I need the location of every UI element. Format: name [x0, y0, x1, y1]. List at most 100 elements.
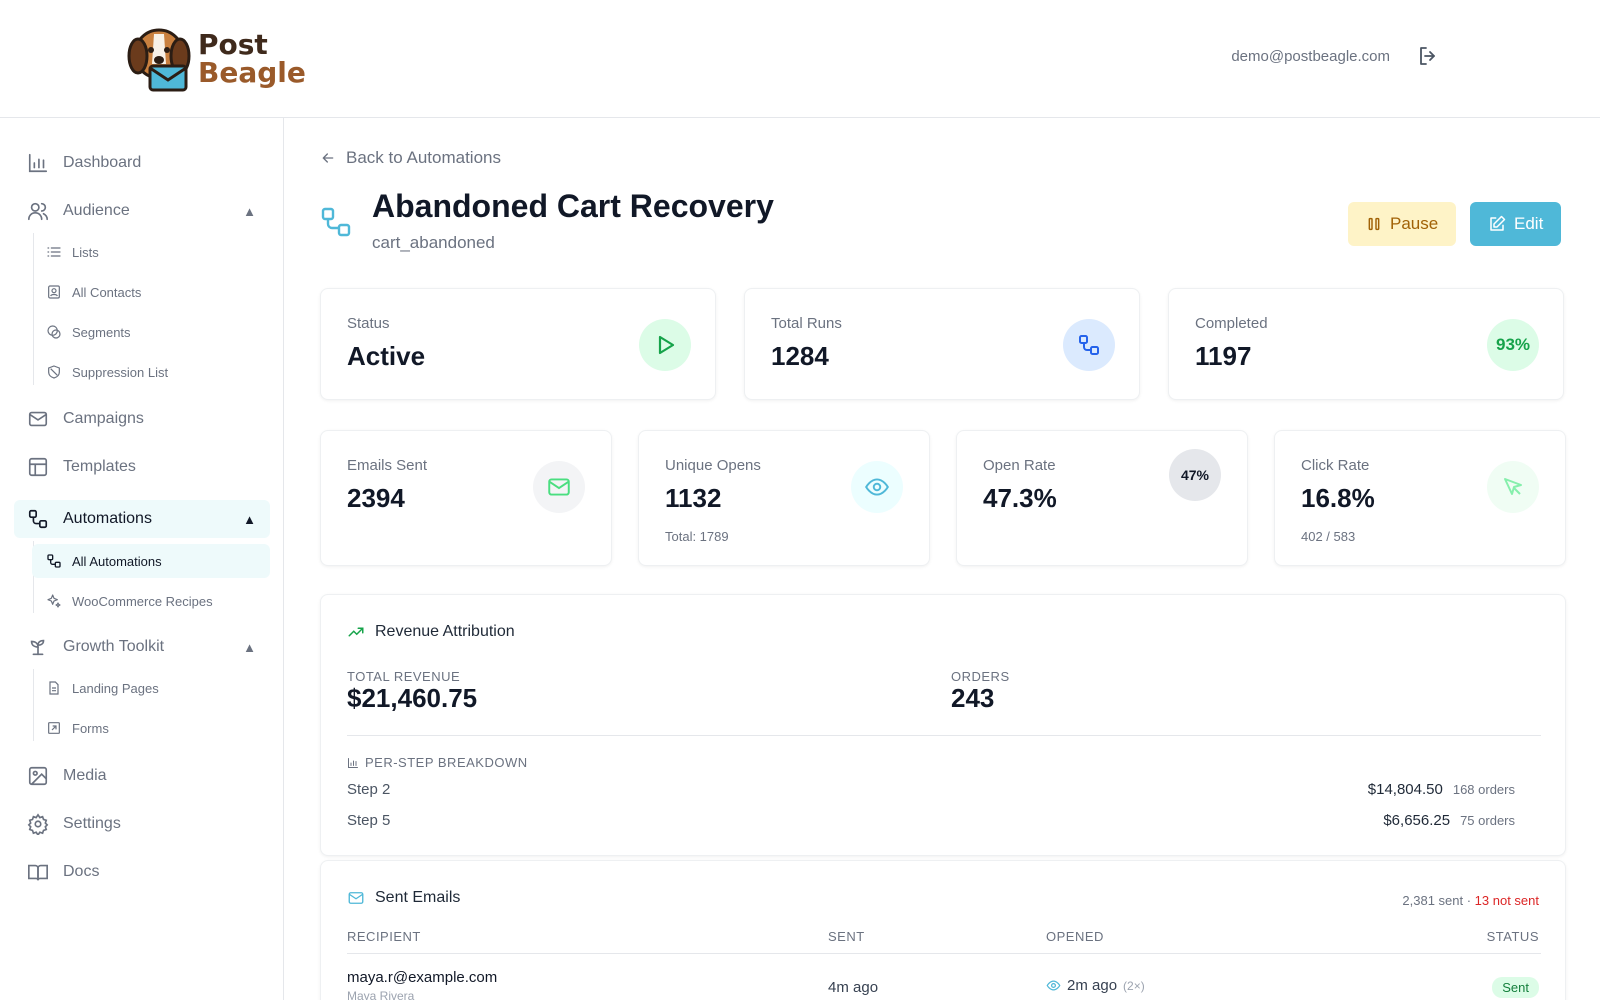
stat-label: Completed: [1195, 315, 1268, 332]
logout-icon[interactable]: [1416, 44, 1440, 68]
stat-value: 1197: [1195, 341, 1252, 371]
user-area: demo@postbeagle.com: [1231, 44, 1440, 68]
bar-chart-icon: [348, 757, 358, 768]
sent-emails-card: Sent Emails 2,381 sent · 13 not sent REC…: [320, 860, 1566, 1000]
caret-up-icon[interactable]: ▲: [243, 511, 256, 527]
sent-emails-title-label: Sent Emails: [375, 889, 461, 906]
recipient-email: maya.r@example.com: [347, 969, 498, 986]
total-revenue-value: $21,460.75: [347, 683, 478, 713]
column-header-recipient[interactable]: RECIPIENT: [347, 929, 421, 944]
column-header-sent[interactable]: SENT: [828, 929, 865, 944]
sidebar-subitem-all-contacts[interactable]: All Contacts: [32, 275, 270, 309]
sidebar-item-audience[interactable]: Audience ▲: [14, 192, 270, 230]
step-orders: 168 orders: [1452, 782, 1515, 797]
pause-button[interactable]: Pause: [1348, 202, 1457, 246]
orders-value: 243: [951, 683, 995, 713]
pause-label: Pause: [1390, 214, 1439, 233]
sidebar-sublabel: Suppression List: [72, 364, 169, 380]
stat-label: Open Rate: [983, 457, 1056, 474]
status-badge: Sent: [1492, 977, 1539, 998]
revenue-title-label: Revenue Attribution: [375, 623, 515, 640]
stat-card-open-rate: Open Rate 47.3% 47%: [956, 430, 1248, 566]
sidebar-subitem-woocommerce-recipes[interactable]: WooCommerce Recipes: [32, 584, 270, 618]
list-icon: [46, 244, 62, 260]
sidebar-item-automations[interactable]: Automations ▲: [14, 500, 270, 538]
sidebar-sublabel: All Automations: [72, 553, 162, 569]
not-sent-count: 13 not sent: [1474, 893, 1539, 908]
completion-percent-badge: 93%: [1487, 319, 1539, 371]
opened-cell: 2m ago (2×): [1046, 977, 1145, 994]
sidebar-subitem-all-automations[interactable]: All Automations: [32, 544, 270, 578]
stat-card-click-rate: Click Rate 16.8% 402 / 583: [1274, 430, 1566, 566]
back-label: Back to Automations: [346, 148, 501, 167]
edit-icon: [1490, 215, 1506, 231]
step-name: Step 2: [347, 781, 391, 798]
column-header-opened[interactable]: OPENED: [1046, 929, 1104, 944]
sidebar-label: Settings: [63, 815, 121, 832]
per-step-label: PER-STEP BREAKDOWN: [365, 755, 528, 770]
stat-value: 2394: [347, 483, 405, 513]
automation-trigger: cart_abandoned: [372, 233, 495, 252]
caret-up-icon[interactable]: ▲: [243, 639, 256, 655]
arrow-left-icon: [322, 153, 334, 163]
revenue-title: Revenue Attribution: [347, 623, 515, 641]
bar-chart-icon: [27, 152, 49, 174]
sprout-icon: [27, 636, 49, 658]
trending-up-icon: [348, 627, 364, 637]
back-to-automations-link[interactable]: Back to Automations: [320, 148, 501, 168]
sent-count: 2,381 sent: [1402, 893, 1464, 908]
workflow-icon: [27, 508, 49, 530]
sidebar-label: Audience: [63, 202, 130, 219]
sent-emails-title: Sent Emails: [347, 889, 460, 907]
sidebar-subitem-forms[interactable]: Forms: [32, 711, 270, 745]
stat-value: 47.3%: [983, 483, 1057, 513]
workflow-icon: [46, 553, 62, 569]
opened-count: (2×): [1123, 978, 1145, 993]
page-header: Abandoned Cart Recovery cart_abandoned: [320, 188, 774, 253]
segments-icon: [46, 324, 62, 340]
sidebar-sublabel: All Contacts: [72, 284, 142, 300]
mail-icon: [348, 892, 364, 904]
mail-icon: [27, 408, 49, 430]
sidebar-subitem-suppression-list[interactable]: Suppression List: [32, 355, 270, 389]
stat-label: Click Rate: [1301, 457, 1370, 474]
users-icon: [27, 200, 49, 222]
mail-icon: [533, 461, 585, 513]
sidebar-item-growth-toolkit[interactable]: Growth Toolkit ▲: [14, 628, 270, 666]
sidebar-label: Campaigns: [63, 410, 144, 427]
column-header-status[interactable]: STATUS: [1486, 929, 1539, 944]
sidebar-item-media[interactable]: Media: [14, 757, 270, 795]
sidebar-subitem-landing-pages[interactable]: Landing Pages: [32, 671, 270, 705]
sidebar-item-templates[interactable]: Templates: [14, 448, 270, 486]
step-row: Step 5 $6,656.25 75 orders: [347, 812, 1515, 829]
step-row: Step 2 $14,804.50 168 orders: [347, 781, 1515, 798]
sidebar-item-docs[interactable]: Docs: [14, 853, 270, 891]
sidebar-sublabel: Segments: [72, 324, 131, 340]
eye-icon: [851, 461, 903, 513]
caret-up-icon[interactable]: ▲: [243, 203, 256, 219]
per-step-header: PER-STEP BREAKDOWN: [347, 755, 528, 770]
top-bar: Post Beagle demo@postbeagle.com: [0, 0, 1600, 118]
open-rate-badge: 47%: [1169, 449, 1221, 501]
sidebar-label: Media: [63, 767, 107, 784]
logo-text-post: Post: [198, 28, 268, 61]
stat-label: Total Runs: [771, 315, 842, 332]
stat-card-total-runs: Total Runs 1284: [744, 288, 1140, 400]
sidebar-sublabel: Forms: [72, 720, 109, 736]
step-name: Step 5: [347, 812, 391, 829]
edit-label: Edit: [1514, 214, 1544, 233]
logo[interactable]: Post Beagle: [124, 24, 306, 94]
step-amount: $14,804.50: [1367, 781, 1443, 798]
sidebar-label: Dashboard: [63, 154, 142, 171]
edit-button[interactable]: Edit: [1470, 202, 1562, 246]
pause-icon: [1368, 217, 1380, 231]
sidebar-item-settings[interactable]: Settings: [14, 805, 270, 843]
sidebar-subitem-lists[interactable]: Lists: [32, 235, 270, 269]
sidebar: Dashboard Audience ▲ Lists All Contacts …: [0, 118, 284, 1000]
sidebar-sublabel: Lists: [72, 244, 99, 260]
sidebar-item-dashboard[interactable]: Dashboard: [14, 144, 270, 182]
sidebar-item-campaigns[interactable]: Campaigns: [14, 400, 270, 438]
stat-label: Emails Sent: [347, 457, 428, 474]
sidebar-subitem-segments[interactable]: Segments: [32, 315, 270, 349]
sent-time: 4m ago: [828, 979, 879, 996]
